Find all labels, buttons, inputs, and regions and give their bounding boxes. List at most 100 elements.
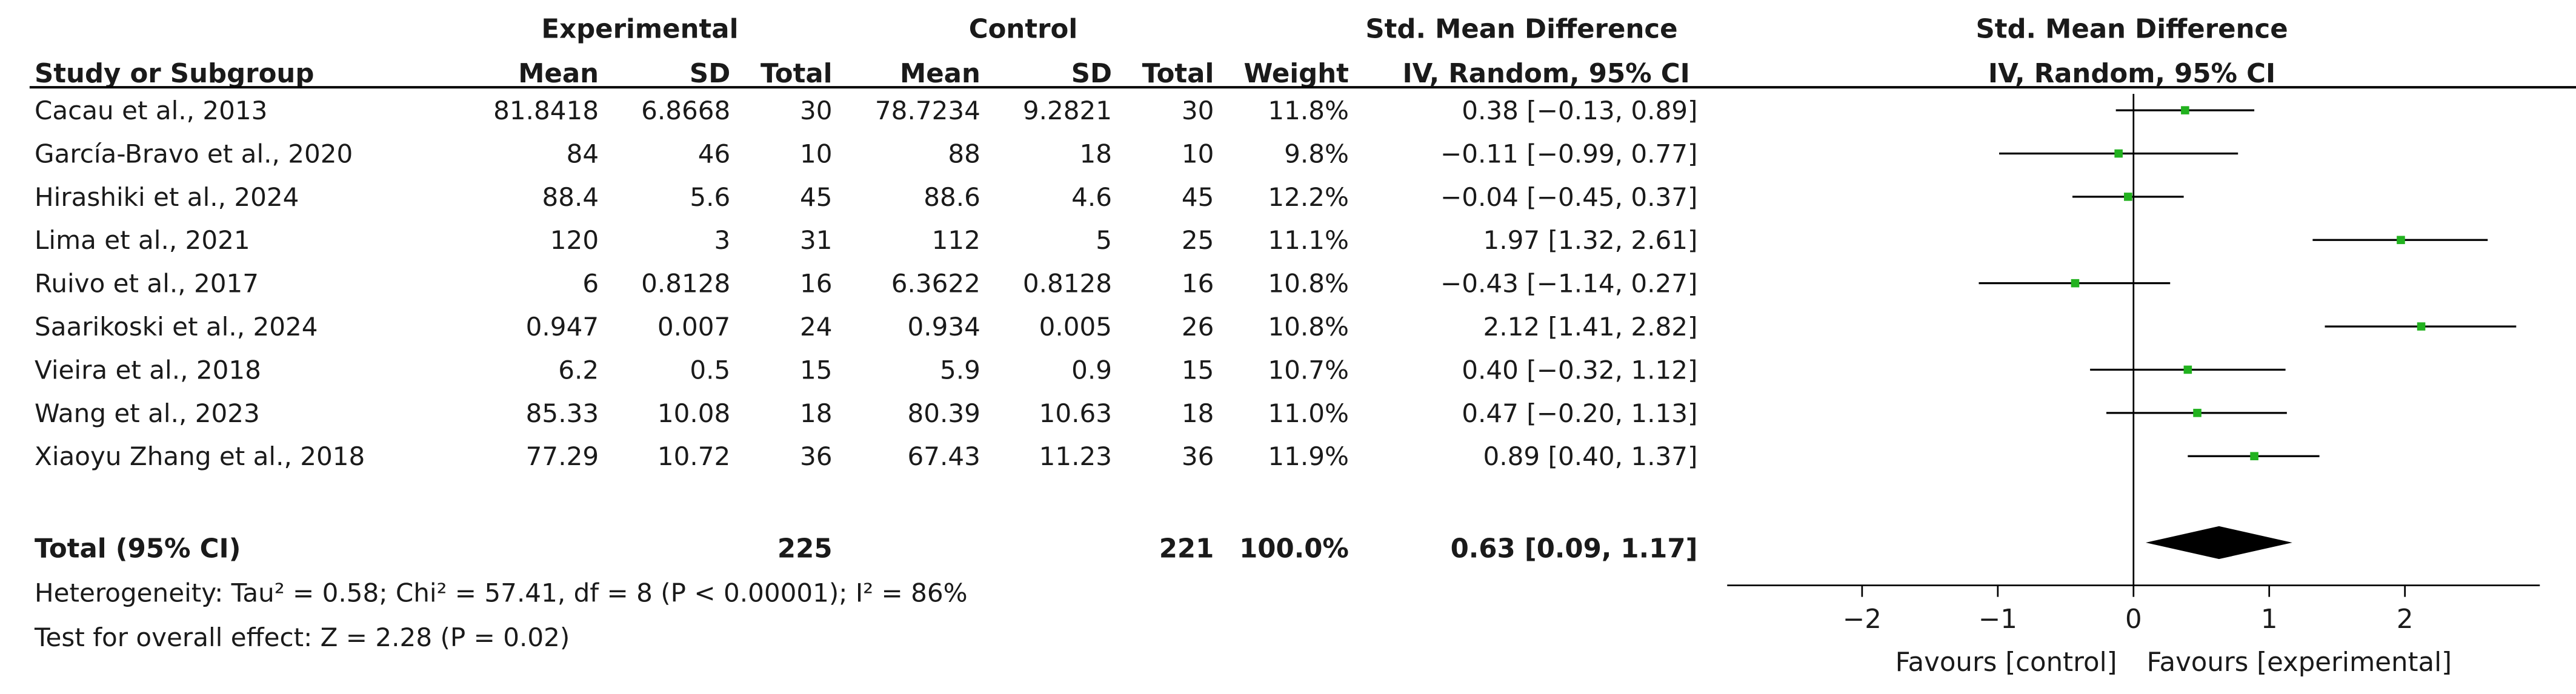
- weight-column-header: Weight: [1244, 59, 1349, 89]
- study-marker: [2188, 452, 2320, 461]
- sd-e-cell: 10.08: [657, 398, 730, 428]
- control-group-header: Control: [969, 15, 1078, 45]
- weight-cell: 11.0%: [1268, 398, 1349, 428]
- study-marker: [2325, 322, 2517, 331]
- study-name: Xiaoyu Zhang et al., 2018: [35, 441, 365, 471]
- table-row: García-Bravo et al., 2020 84 46 10 88 18 10 9.8…: [35, 139, 1697, 168]
- ci-cell: 0.38 [−0.13, 0.89]: [1462, 96, 1697, 125]
- sd-c-cell: 9.2821: [1023, 96, 1112, 125]
- total-e-cell: 30: [800, 96, 833, 125]
- x-tick-label: 0: [2125, 604, 2142, 635]
- study-marker: [2090, 365, 2286, 374]
- forest-plot-area: −2 −1 0 1 2 Favours [control] Favours [exper…: [1727, 93, 2540, 678]
- ci-cell: −0.11 [−0.99, 0.77]: [1440, 139, 1697, 168]
- weight-cell: 10.8%: [1268, 269, 1349, 299]
- x-axis-ticks: −2 −1 0 1 2: [1843, 585, 2414, 635]
- sd-c-cell: 0.8128: [1023, 269, 1112, 299]
- ci-cell: 2.12 [1.41, 2.82]: [1483, 312, 1698, 342]
- total-n-c: 221: [1159, 534, 1214, 564]
- mean-e-cell: 6: [582, 269, 599, 299]
- total-e-cell: 10: [800, 139, 833, 168]
- table-row: Lima et al., 2021 120 3 31 112 5 25 11.1% 1.97 […: [35, 225, 1697, 255]
- total-e-cell: 18: [800, 398, 833, 428]
- point-estimate-square: [2124, 193, 2132, 201]
- point-estimate-square: [2183, 365, 2192, 374]
- sd-c-cell: 0.9: [1071, 355, 1112, 385]
- study-rows: Cacau et al., 2013 81.8418 6.8668 30 78.7234…: [35, 96, 1697, 471]
- total-c-cell: 16: [1182, 269, 1214, 299]
- study-name: Saarikoski et al., 2024: [35, 312, 318, 342]
- sd-c-cell: 4.6: [1071, 182, 1112, 212]
- mean-c-cell: 6.3622: [891, 269, 980, 299]
- total-e-cell: 16: [800, 269, 833, 299]
- mean-c-cell: 80.39: [907, 398, 980, 428]
- point-estimate-square: [2181, 106, 2189, 114]
- sd-e-column-header: SD: [690, 59, 730, 89]
- study-markers: [1979, 106, 2517, 461]
- sd-e-cell: 5.6: [690, 182, 730, 212]
- study-name: Vieira et al., 2018: [35, 355, 261, 385]
- total-label: Total (95% CI): [35, 534, 241, 564]
- smd-table-header: Std. Mean Difference: [1365, 15, 1677, 45]
- point-estimate-square: [2250, 452, 2258, 461]
- overall-effect-text: Test for overall effect: Z = 2.28 (P = 0…: [34, 623, 570, 652]
- weight-cell: 10.8%: [1268, 312, 1349, 342]
- sd-e-cell: 10.72: [657, 441, 730, 471]
- study-marker: [1999, 149, 2238, 158]
- sd-e-cell: 0.007: [657, 312, 730, 342]
- mean-c-cell: 67.43: [907, 441, 980, 471]
- ci-cell: −0.04 [−0.45, 0.37]: [1440, 182, 1697, 212]
- mean-e-cell: 0.947: [526, 312, 599, 342]
- table-row: Hirashiki et al., 2024 88.4 5.6 45 88.6 4.6 45…: [35, 182, 1697, 212]
- study-marker: [2072, 193, 2184, 201]
- sd-c-cell: 5: [1096, 225, 1112, 255]
- mean-e-column-header: Mean: [518, 59, 599, 89]
- total-c-cell: 30: [1182, 96, 1214, 125]
- study-name: Cacau et al., 2013: [35, 96, 267, 125]
- sd-e-cell: 6.8668: [641, 96, 730, 125]
- total-c-cell: 45: [1182, 182, 1214, 212]
- total-row: Total (95% CI) 225 221 100.0% 0.63 [0.09…: [34, 534, 1697, 652]
- total-e-cell: 15: [800, 355, 833, 385]
- study-marker: [2106, 409, 2287, 417]
- sd-c-cell: 0.005: [1039, 312, 1112, 342]
- mean-c-cell: 78.7234: [875, 96, 980, 125]
- favours-control-label: Favours [control]: [1895, 647, 2117, 678]
- total-e-cell: 36: [800, 441, 833, 471]
- study-name: Wang et al., 2023: [35, 398, 260, 428]
- point-estimate-square: [2417, 322, 2426, 331]
- point-estimate-square: [2193, 409, 2202, 417]
- method-plot-header: IV, Random, 95% CI: [1988, 59, 2275, 89]
- table-row: Ruivo et al., 2017 6 0.8128 16 6.3622 0.8128 1…: [35, 269, 1697, 299]
- ci-cell: −0.43 [−1.14, 0.27]: [1440, 269, 1697, 299]
- total-e-column-header: Total: [760, 59, 833, 89]
- x-tick-label: −1: [1979, 604, 2017, 635]
- favours-experimental-label: Favours [experimental]: [2147, 647, 2452, 678]
- ci-cell: 1.97 [1.32, 2.61]: [1483, 225, 1698, 255]
- sd-c-cell: 11.23: [1039, 441, 1112, 471]
- total-e-cell: 24: [800, 312, 833, 342]
- mean-c-cell: 5.9: [940, 355, 980, 385]
- mean-e-cell: 120: [550, 225, 599, 255]
- sd-c-cell: 10.63: [1039, 398, 1112, 428]
- method-table-header: IV, Random, 95% CI: [1403, 59, 1690, 89]
- weight-cell: 11.8%: [1268, 96, 1349, 125]
- ci-cell: 0.40 [−0.32, 1.12]: [1462, 355, 1697, 385]
- weight-cell: 10.7%: [1268, 355, 1349, 385]
- study-marker: [1979, 279, 2171, 288]
- total-c-cell: 26: [1182, 312, 1214, 342]
- mean-c-cell: 0.934: [907, 312, 980, 342]
- study-name: García-Bravo et al., 2020: [35, 139, 353, 168]
- x-tick-label: 1: [2261, 604, 2278, 635]
- total-c-cell: 36: [1182, 441, 1214, 471]
- weight-cell: 11.9%: [1268, 441, 1349, 471]
- total-weight: 100.0%: [1239, 534, 1349, 564]
- table-row: Saarikoski et al., 2024 0.947 0.007 24 0.934…: [35, 312, 1697, 342]
- weight-cell: 12.2%: [1268, 182, 1349, 212]
- study-name: Lima et al., 2021: [35, 225, 250, 255]
- mean-c-cell: 88: [948, 139, 980, 168]
- x-tick-label: −2: [1843, 604, 1882, 635]
- ci-cell: 0.47 [−0.20, 1.13]: [1462, 398, 1697, 428]
- ci-cell: 0.89 [0.40, 1.37]: [1483, 441, 1698, 471]
